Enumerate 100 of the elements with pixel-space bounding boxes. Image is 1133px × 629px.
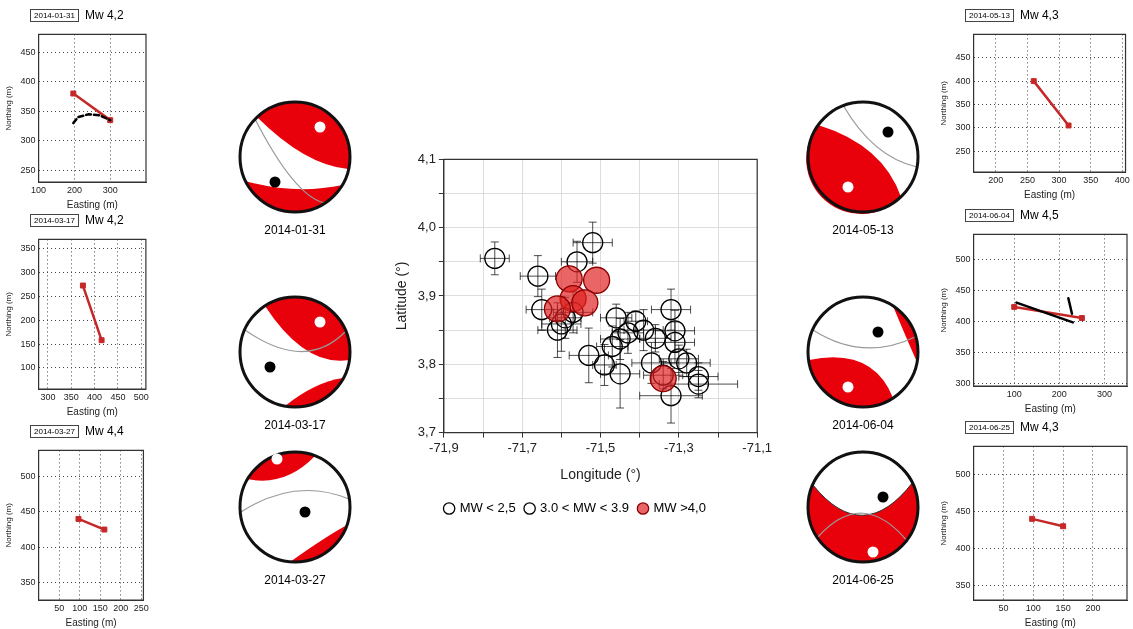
y-tick-label: 400 bbox=[20, 541, 36, 552]
point bbox=[566, 251, 588, 273]
y-tick-label: 450 bbox=[955, 284, 971, 295]
point bbox=[582, 232, 604, 254]
x-axis-title: Easting (m) bbox=[66, 405, 118, 417]
chart-subtitle: Mw 4,3 bbox=[1019, 8, 1059, 22]
point bbox=[605, 307, 627, 329]
chart-title: 2014-06-04 bbox=[965, 209, 1014, 223]
x-axis-title: Longitude (°) bbox=[560, 466, 641, 483]
y-axis-title: Northing (m) bbox=[4, 291, 13, 337]
y-tick-label: 500 bbox=[20, 471, 36, 482]
y-tick-label: 350 bbox=[955, 346, 971, 357]
y-tick-label: 450 bbox=[20, 46, 36, 57]
chart-title: 2014-03-27 bbox=[30, 425, 79, 439]
y-tick-label: 3,8 bbox=[417, 355, 436, 371]
text: 2014-05-13 bbox=[831, 223, 895, 237]
y-tick-label: 350 bbox=[20, 577, 36, 588]
x-tick-label: 300 bbox=[1051, 175, 1067, 186]
x-tick-label: 100 bbox=[1025, 603, 1041, 614]
x-tick-label: 200 bbox=[113, 603, 129, 614]
x-axis-title: Easting (m) bbox=[65, 616, 117, 628]
point bbox=[687, 373, 710, 395]
x-tick-label: 400 bbox=[87, 392, 103, 403]
x-tick-label: -71,5 bbox=[585, 439, 616, 455]
y-tick-label: 500 bbox=[955, 253, 971, 264]
point bbox=[687, 365, 710, 388]
point bbox=[632, 319, 655, 341]
legend-label: MW < 2,5 bbox=[459, 500, 516, 516]
x-tick-label: 200 bbox=[1051, 389, 1067, 400]
x-tick-label: 100 bbox=[72, 603, 88, 614]
text: 2014-06-25 bbox=[831, 573, 895, 587]
y-axis-title: Northing (m) bbox=[4, 85, 13, 131]
y-tick-label: 400 bbox=[20, 76, 36, 87]
point bbox=[484, 247, 506, 270]
text: 2014-03-27 bbox=[263, 573, 327, 587]
y-tick-label: 3,9 bbox=[417, 287, 436, 303]
x-tick-label: 150 bbox=[1055, 603, 1071, 614]
y-tick-label: 350 bbox=[20, 243, 36, 254]
y-tick-label: 500 bbox=[955, 468, 971, 479]
x-axis-title: Easting (m) bbox=[1024, 402, 1076, 414]
point bbox=[660, 385, 682, 407]
x-tick-label: 300 bbox=[102, 185, 118, 196]
point bbox=[640, 352, 663, 374]
legend-label: MW >4,0 bbox=[653, 500, 706, 516]
point bbox=[609, 328, 631, 350]
chart-subtitle: Mw 4,2 bbox=[84, 8, 124, 22]
point bbox=[609, 363, 631, 385]
point bbox=[644, 327, 667, 349]
x-tick-label: 200 bbox=[988, 175, 1004, 186]
point bbox=[546, 319, 569, 341]
x-tick-label: 50 bbox=[54, 603, 65, 614]
y-tick-label: 400 bbox=[955, 75, 971, 86]
x-tick-label: -71,7 bbox=[507, 439, 538, 455]
line-series bbox=[72, 112, 112, 125]
x-tick-label: 250 bbox=[133, 603, 149, 614]
point bbox=[531, 298, 553, 321]
y-tick-label: 4,1 bbox=[417, 150, 436, 166]
y-tick-label: 250 bbox=[955, 145, 971, 156]
y-tick-label: 450 bbox=[955, 505, 971, 516]
y-tick-label: 450 bbox=[955, 52, 971, 63]
x-tick-label: 350 bbox=[1083, 175, 1099, 186]
y-tick-label: 400 bbox=[955, 315, 971, 326]
y-tick-label: 100 bbox=[20, 362, 36, 373]
point bbox=[649, 364, 677, 393]
x-tick-label: -71,3 bbox=[664, 439, 694, 455]
x-tick-label: 150 bbox=[92, 603, 108, 614]
point bbox=[601, 335, 623, 358]
y-axis-title: Northing (m) bbox=[939, 287, 948, 333]
chart-subtitle: Mw 4,3 bbox=[1019, 420, 1059, 434]
chart-title: 2014-03-17 bbox=[30, 214, 79, 228]
y-tick-label: 150 bbox=[20, 338, 36, 349]
y-tick-label: 4,0 bbox=[417, 219, 436, 235]
x-tick-label: 300 bbox=[1096, 389, 1112, 400]
x-axis-title: Easting (m) bbox=[1024, 188, 1076, 200]
y-tick-label: 250 bbox=[20, 290, 36, 301]
y-tick-label: 350 bbox=[955, 579, 971, 590]
point bbox=[593, 354, 616, 376]
legend-label: 3.0 < MW < 3.9 bbox=[540, 500, 629, 516]
y-axis-title: Northing (m) bbox=[4, 502, 13, 548]
x-tick-label: 250 bbox=[1019, 175, 1035, 186]
x-tick-label: 50 bbox=[998, 603, 1009, 614]
x-tick-label: 500 bbox=[133, 392, 149, 403]
y-tick-label: 300 bbox=[20, 267, 36, 278]
text: 2014-03-17 bbox=[263, 418, 327, 432]
y-tick-label: 300 bbox=[20, 135, 36, 146]
text: 2014-01-31 bbox=[263, 223, 327, 237]
y-tick-label: 250 bbox=[20, 164, 36, 175]
point bbox=[668, 348, 690, 370]
chart-subtitle: Mw 4,5 bbox=[1019, 208, 1059, 222]
y-tick-label: 350 bbox=[955, 98, 971, 109]
chart-title: 2014-01-31 bbox=[30, 9, 79, 23]
point bbox=[582, 266, 611, 294]
y-tick-label: 200 bbox=[20, 314, 36, 325]
chart-subtitle: Mw 4,2 bbox=[84, 213, 124, 227]
x-tick-label: 100 bbox=[1006, 389, 1022, 400]
point bbox=[617, 322, 639, 344]
point bbox=[543, 295, 572, 323]
x-axis-title: Easting (m) bbox=[66, 198, 118, 210]
x-tick-label: 400 bbox=[1114, 175, 1130, 186]
y-tick-label: 450 bbox=[20, 506, 36, 517]
